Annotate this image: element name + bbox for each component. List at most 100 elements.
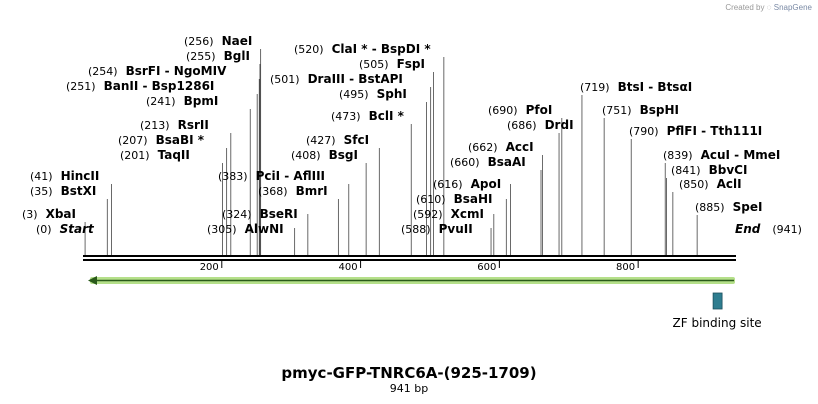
site-xbai: (3) XbaI	[22, 207, 76, 221]
site-position: (305)	[207, 223, 237, 236]
site-bsaai: (660) BsaAI	[450, 155, 526, 169]
site-name: AlwNI	[245, 222, 284, 236]
site-position: (427)	[306, 134, 336, 147]
site-position: (368)	[258, 185, 288, 198]
site-name: DrdI	[545, 118, 574, 132]
site-position: (719)	[580, 81, 610, 94]
ruler-tick-label: 400	[338, 262, 357, 273]
site-bstxi: (35) BstXI	[30, 184, 96, 198]
site-taqii: (201) TaqII	[120, 148, 190, 162]
site-position: (660)	[450, 156, 480, 169]
site-name: HincII	[61, 169, 100, 183]
site-name: BsaHI	[454, 192, 493, 206]
site-acci: (662) AccI	[468, 140, 534, 154]
site-end: End (941)	[735, 222, 802, 236]
site-name: XcmI	[451, 207, 484, 221]
site-name: AcuI - MmeI	[701, 148, 781, 162]
site-bsgi: (408) BsgI	[291, 148, 358, 162]
site-labels: (0) Start (3) XbaI (35) BstXI (41) HincII (201) T…	[22, 34, 802, 236]
site-banii-bsp1286i: (251) BanII - Bsp1286I	[66, 79, 214, 93]
site-position: (408)	[291, 149, 321, 162]
site-name: BtsI - BtsαI	[618, 80, 693, 94]
site-name: BsaBI *	[156, 133, 205, 147]
site-position: (751)	[602, 104, 632, 117]
site-position: (254)	[88, 65, 118, 78]
site-name: RsrII	[178, 118, 209, 132]
site-name: BanII - Bsp1286I	[104, 79, 215, 93]
zf-binding-site-box	[712, 292, 723, 310]
site-name: End	[735, 222, 761, 236]
site-position: (251)	[66, 80, 96, 93]
site-position: (255)	[186, 50, 216, 63]
site-name: BsrFI - NgoMIV	[126, 64, 227, 78]
site-bsphi: (751) BspHI	[602, 103, 679, 117]
site-position: (790)	[629, 125, 659, 138]
site-position: (3)	[22, 208, 38, 221]
ruler-tick-label: 800	[616, 262, 635, 273]
site-position: (35)	[30, 185, 53, 198]
site-spei: (885) SpeI	[695, 200, 762, 214]
credit-prefix: Created by	[725, 3, 765, 12]
site-name: ApoI	[471, 177, 502, 191]
site-naei: (256) NaeI	[184, 34, 252, 48]
site-acli: (850) AclI	[679, 177, 742, 191]
feature-track: ZF binding site	[88, 276, 762, 330]
site-leader-lines	[84, 49, 698, 255]
snapgene-logo-icon: ◌	[766, 3, 772, 12]
site-name: TaqII	[158, 148, 190, 162]
site-position: (324)	[222, 208, 252, 221]
site-bcli: (473) BclI *	[331, 109, 405, 123]
site-position: (588)	[401, 223, 431, 236]
site-name: AccI	[506, 140, 534, 154]
site-name: BspHI	[640, 103, 679, 117]
site-name: DraIII - BstAPI	[308, 72, 403, 86]
site-start: (0) Start	[36, 222, 95, 236]
site-pflfi-tth111i: (790) PflFI - Tth111I	[629, 124, 762, 138]
site-name: SfcI	[344, 133, 369, 147]
site-bseri: (324) BseRI	[222, 207, 298, 221]
site-name: BclI *	[369, 109, 405, 123]
site-sfci: (427) SfcI	[306, 133, 369, 147]
site-btsi-bts-i: (719) BtsI - BtsαI	[580, 80, 692, 94]
site-position: (201)	[120, 149, 150, 162]
site-name: PflFI - Tth111I	[667, 124, 763, 138]
site-name: BseRI	[260, 207, 298, 221]
site-position: (610)	[416, 193, 446, 206]
site-position: (41)	[30, 170, 53, 183]
site-position: (495)	[339, 88, 369, 101]
site-sphi: (495) SphI	[339, 87, 407, 101]
site-name: SphI	[377, 87, 407, 101]
site-fspi: (505) FspI	[359, 57, 425, 71]
site-clai-bspdi: (520) ClaI * - BspDI *	[294, 42, 431, 56]
site-name: BmrI	[296, 184, 328, 198]
site-position: (501)	[270, 73, 300, 86]
site-bpmi: (241) BpmI	[146, 94, 218, 108]
site-hincii: (41) HincII	[30, 169, 99, 183]
site-bmri: (368) BmrI	[258, 184, 328, 198]
site-name: Start	[60, 222, 95, 236]
site-name: PfoI	[526, 103, 553, 117]
snapgene-credit: Created by ◌ SnapGene	[725, 3, 812, 12]
site-draiii-bstapi: (501) DraIII - BstAPI	[270, 72, 403, 86]
sequence-length: 941 bp	[389, 382, 429, 395]
backbone-bottom-strand	[83, 259, 736, 261]
site-bgli: (255) BglI	[186, 49, 250, 63]
dna-backbone	[83, 255, 736, 261]
site-name: BbvCI	[709, 163, 748, 177]
site-position: (850)	[679, 178, 709, 191]
site-pvuii: (588) PvuII	[401, 222, 473, 236]
site-name: BstXI	[61, 184, 97, 198]
zf-binding-site-label: ZF binding site	[673, 316, 762, 330]
site-drdi: (686) DrdI	[507, 118, 574, 132]
site-name: BsaAI	[488, 155, 526, 169]
site-position: (256)	[184, 35, 214, 48]
site-bsahi: (610) BsaHI	[416, 192, 493, 206]
site-bsabi: (207) BsaBI *	[118, 133, 205, 147]
site-name: XbaI	[46, 207, 76, 221]
site-acui-mmei: (839) AcuI - MmeI	[663, 148, 780, 162]
site-position: (213)	[140, 119, 170, 132]
site-position: (941)	[772, 223, 802, 236]
backbone-top-strand	[83, 255, 736, 257]
credit-brand: SnapGene	[773, 3, 812, 12]
